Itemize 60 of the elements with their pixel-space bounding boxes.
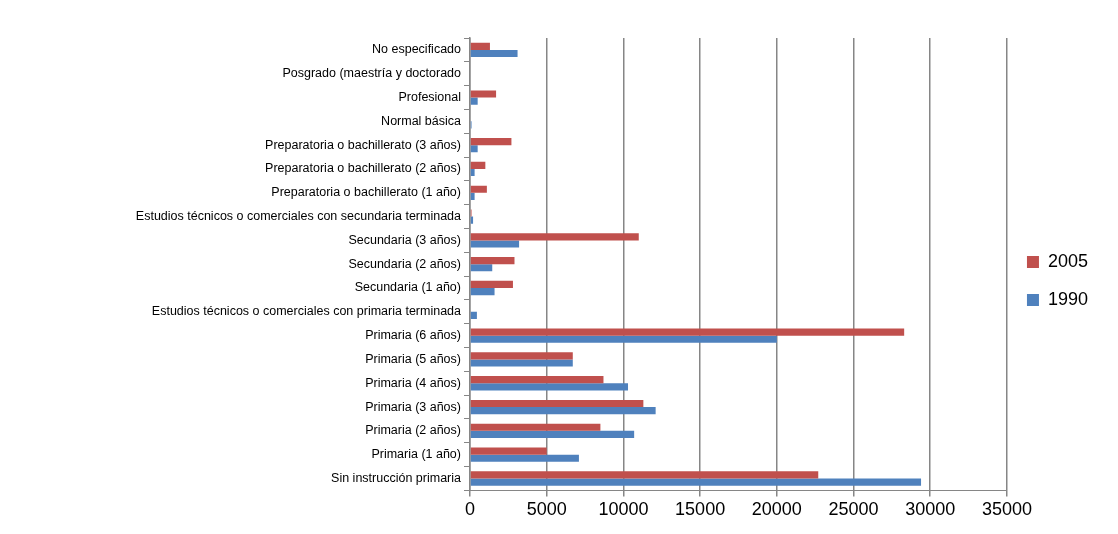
y-tick-label: Preparatoria o bachillerato (1 año) — [271, 185, 461, 200]
bar — [470, 192, 475, 200]
bar — [470, 471, 819, 479]
y-tick-label: No especificado — [372, 42, 462, 57]
bar — [470, 168, 475, 177]
y-tick-label: Secundaria (1 año) — [354, 280, 461, 295]
y-tick-label: Primaria (4 años) — [365, 375, 461, 390]
bar — [470, 399, 644, 408]
x-tick-label: 20000 — [751, 499, 802, 520]
y-tick-label: Normal básica — [381, 113, 462, 128]
x-tick-label: 10000 — [598, 499, 649, 520]
y-tick-label: Primaria (2 años) — [365, 423, 461, 438]
bar — [470, 145, 478, 153]
x-tick-label: 30000 — [905, 499, 956, 520]
x-tick-label: 0 — [464, 499, 476, 520]
bar — [470, 233, 639, 241]
bar — [470, 240, 520, 248]
bar — [470, 311, 477, 319]
bar — [470, 49, 518, 58]
y-tick-label: Primaria (6 años) — [365, 328, 461, 343]
y-tick-label: Sin instrucción primaria — [331, 470, 462, 485]
bar — [470, 42, 490, 50]
bar — [470, 328, 905, 336]
x-tick-label: 25000 — [828, 499, 879, 520]
bar — [470, 407, 656, 415]
bar — [470, 90, 497, 98]
bar — [470, 383, 629, 391]
bar — [470, 280, 513, 289]
bar — [470, 447, 547, 455]
x-tick-label: 5000 — [526, 499, 567, 520]
y-tick-label: Primaria (5 años) — [365, 351, 461, 366]
y-tick-label: Preparatoria o bachillerato (2 años) — [265, 161, 461, 176]
y-tick-label: Secundaria (2 años) — [348, 256, 461, 271]
bar — [470, 359, 573, 367]
bar — [470, 185, 487, 193]
bar — [470, 376, 604, 384]
bar — [470, 454, 579, 462]
y-tick-label: Estudios técnicos o comerciales con primaria terminada — [151, 304, 462, 319]
y-tick-label: Preparatoria o bachillerato (3 años) — [265, 137, 461, 152]
bar — [470, 257, 515, 265]
x-tick-label: 35000 — [981, 499, 1032, 520]
y-tick-label: Estudios técnicos o comerciales con secundaria terminada — [135, 209, 462, 224]
y-tick-label: Primaria (1 año) — [371, 447, 461, 462]
bar — [470, 352, 573, 360]
bar — [470, 478, 922, 486]
bar — [470, 161, 486, 169]
y-tick-label: Primaria (3 años) — [365, 399, 461, 414]
bar — [470, 97, 478, 105]
legend-label: 2005 — [1047, 250, 1088, 271]
bar — [470, 138, 512, 146]
y-tick-label: Profesional — [398, 89, 461, 104]
bar — [470, 423, 601, 431]
x-tick-label: 15000 — [675, 499, 726, 520]
bar — [470, 335, 777, 343]
bar — [470, 430, 635, 439]
bar — [470, 288, 495, 296]
legend-label: 1990 — [1047, 288, 1088, 309]
y-tick-label: Secundaria (3 años) — [348, 232, 461, 247]
bar — [470, 264, 493, 272]
y-tick-label: Posgrado (maestría y doctorado — [282, 66, 462, 81]
